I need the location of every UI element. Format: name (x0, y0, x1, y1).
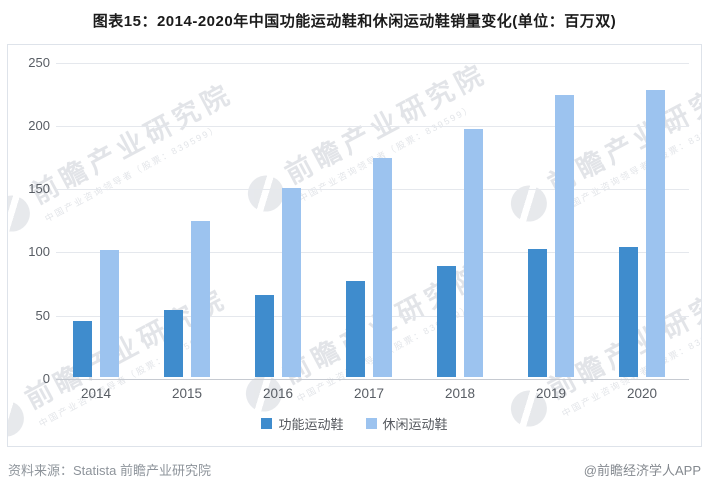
chart-container: 前瞻产业研究院 中国产业咨询领导者（股票：839599） 前瞻产业研究院 中国产业咨询… (7, 44, 702, 447)
bar-group-2015 (164, 221, 210, 377)
x-axis-tick: 2018 (444, 386, 476, 401)
bar-group-2014 (73, 250, 119, 377)
bar-休闲运动鞋-2019 (555, 94, 574, 377)
credit-text: @前瞻经济学人APP (583, 463, 701, 478)
bar-group-2017 (346, 157, 392, 377)
x-axis-line (56, 379, 689, 380)
source-row: 资料来源：Statista 前瞻产业研究院 @前瞻经济学人APP (8, 460, 701, 479)
bar-休闲运动鞋-2020 (646, 89, 665, 377)
plot-area: 0 50 100 150 200 250 2014 2015 2016 2017 2018 2019 2… (8, 45, 701, 446)
gridline (56, 252, 689, 254)
x-axis-tick: 2016 (262, 386, 294, 401)
y-axis-tick: 100 (28, 244, 50, 260)
gridline (56, 189, 689, 191)
bar-休闲运动鞋-2016 (282, 188, 301, 377)
bar-功能运动鞋-2019 (528, 249, 547, 377)
bar-功能运动鞋-2015 (164, 309, 183, 377)
x-axis-tick: 2020 (626, 386, 658, 401)
y-axis-tick: 50 (35, 307, 50, 323)
gridline (56, 315, 689, 317)
bar-group-2019 (528, 94, 574, 377)
y-axis-tick: 150 (28, 181, 50, 197)
legend-item-休闲运动鞋: 休闲运动鞋 (365, 414, 448, 433)
bar-group-2020 (619, 89, 665, 377)
chart-title: 图表15：2014-2020年中国功能运动鞋和休闲运动鞋销量变化(单位：百万双) (92, 13, 617, 30)
x-axis-tick: 2014 (80, 386, 112, 401)
bar-休闲运动鞋-2017 (373, 157, 392, 377)
bar-功能运动鞋-2016 (255, 294, 274, 377)
legend-swatch-icon (261, 418, 273, 429)
bar-休闲运动鞋-2015 (191, 221, 210, 377)
legend-swatch-icon (365, 418, 377, 429)
x-axis-tick: 2017 (353, 386, 385, 401)
legend-label: 休闲运动鞋 (382, 417, 448, 432)
bar-休闲运动鞋-2014 (100, 250, 119, 377)
bar-group-2016 (255, 188, 301, 377)
legend-label: 功能运动鞋 (278, 417, 344, 432)
x-axis-tick: 2015 (171, 386, 203, 401)
source-text: 资料来源：Statista 前瞻产业研究院 (8, 463, 211, 478)
gridline (56, 62, 689, 64)
bar-group-2018 (437, 128, 483, 377)
bar-功能运动鞋-2018 (437, 265, 456, 377)
bar-功能运动鞋-2020 (619, 246, 638, 377)
y-axis-tick: 250 (28, 54, 50, 70)
gridline (56, 125, 689, 127)
x-axis-tick: 2019 (535, 386, 567, 401)
legend: 功能运动鞋 休闲运动鞋 (8, 414, 701, 433)
y-axis-tick: 0 (42, 371, 50, 386)
bar-功能运动鞋-2017 (346, 280, 365, 377)
y-axis-tick: 200 (28, 117, 50, 133)
bar-功能运动鞋-2014 (73, 321, 92, 377)
legend-item-功能运动鞋: 功能运动鞋 (261, 414, 344, 433)
bar-休闲运动鞋-2018 (464, 128, 483, 377)
